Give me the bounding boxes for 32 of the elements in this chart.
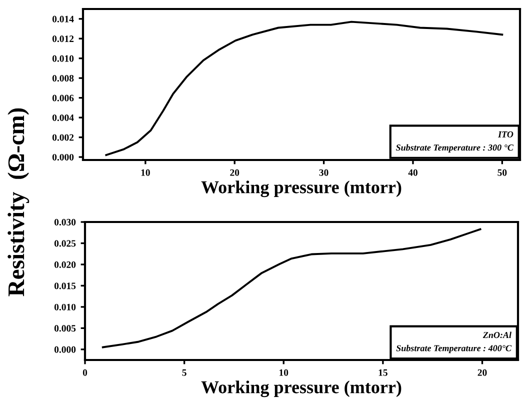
x-axis-title: Working pressure (mtorr)	[201, 180, 402, 198]
x-tick-label: 30	[319, 169, 328, 176]
y-tick-label: 0.030	[54, 218, 76, 226]
x-tick-label: 40	[408, 169, 418, 176]
y-tick-label: 0.010	[54, 304, 76, 310]
y-tick-label: 0.025	[54, 240, 76, 247]
annotation: ITO	[498, 131, 514, 138]
y-tick-label: 0.002	[52, 134, 74, 141]
x-axis-title: Working pressure (mtorr)	[201, 380, 402, 398]
x-tick-label: 20	[230, 169, 240, 176]
y-tick-label: 0.020	[54, 261, 76, 268]
x-tick-label: 10	[141, 169, 150, 176]
annotation: Substrate Temperature : 300 °C	[396, 144, 514, 152]
y-tick-label: 0.006	[52, 94, 74, 102]
y-tick-label: 0.000	[52, 154, 74, 161]
y-tick-label: 0.012	[52, 36, 74, 42]
x-tick-label: 50	[498, 169, 507, 176]
y-tick-label: 0.005	[54, 325, 76, 332]
x-tick-label: 10	[280, 369, 288, 376]
y-tick-label: 0.000	[54, 346, 76, 353]
y-tick-label: 0.015	[54, 282, 76, 290]
y-axis-title: Resistivity (Ω-cm)	[8, 108, 30, 296]
annotation: Substrate Temperature : 400°C	[396, 344, 512, 354]
x-tick-label: 15	[378, 369, 388, 376]
y-tick-label: 0.014	[52, 16, 74, 22]
x-tick-label: 20	[478, 369, 487, 376]
y-tick-label: 0.010	[52, 55, 74, 62]
y-tick-label: 0.008	[52, 74, 74, 82]
x-tick-label: 5	[182, 369, 186, 376]
annotation: ZnO:Al	[482, 332, 512, 338]
x-tick-label: 0	[82, 369, 88, 376]
y-tick-label: 0.004	[52, 114, 74, 122]
